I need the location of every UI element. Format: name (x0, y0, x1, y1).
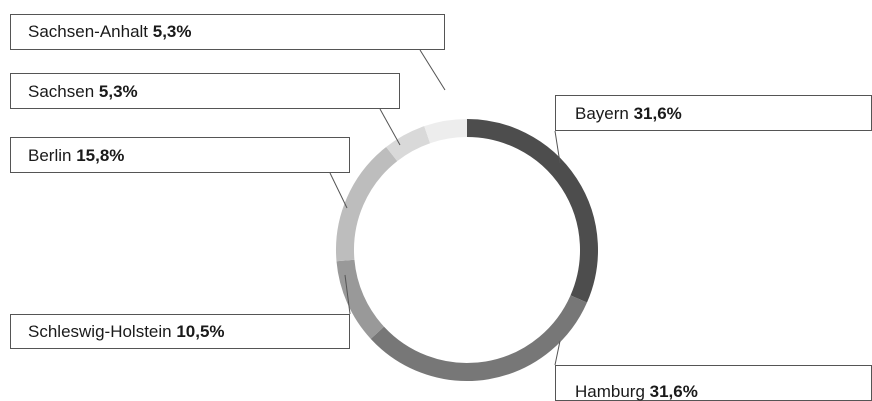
donut-slices (336, 119, 598, 381)
slice-label-berlin: Berlin 15,8% (28, 146, 124, 165)
slice-value-bayern: 31,6% (634, 104, 682, 123)
leader-line-bayern (554, 130, 561, 164)
slice-label-sachsen: Sachsen 5,3% (28, 82, 138, 101)
slice-value-sachsen-anhalt: 5,3% (153, 22, 192, 41)
leader-line-sachsen (379, 108, 401, 146)
leader-line-sachsen-anhalt (419, 49, 446, 91)
slice-bayern (466, 119, 598, 303)
slice-name-sachsen-anhalt: Sachsen-Anhalt (28, 22, 153, 41)
slice-value-schleswig-holstein: 10,5% (176, 322, 224, 341)
slice-name-hamburg: Hamburg (575, 382, 650, 401)
slice-name-schleswig-holstein: Schleswig-Holstein (28, 322, 176, 341)
slice-label-bayern: Bayern 31,6% (575, 104, 682, 123)
slice-sachsen (386, 126, 431, 162)
leader-line-berlin (329, 172, 348, 209)
slice-value-hamburg: 31,6% (650, 382, 698, 401)
slice-sachsen-anhalt (424, 119, 468, 144)
slice-hamburg (370, 295, 587, 381)
callout-box-berlin (10, 137, 350, 173)
slice-name-berlin: Berlin (28, 146, 76, 165)
callout-box-sachsen-anhalt (10, 14, 445, 50)
slice-schleswig-holstein (336, 259, 385, 339)
callout-box-sachsen (10, 73, 400, 109)
leader-line-schleswig-holstein (344, 274, 351, 315)
slice-value-berlin: 15,8% (76, 146, 124, 165)
leader-line-hamburg (554, 340, 561, 366)
slice-value-sachsen: 5,3% (99, 82, 138, 101)
slice-label-hamburg: Hamburg 31,6% (575, 382, 698, 401)
slice-label-sachsen-anhalt: Sachsen-Anhalt 5,3% (28, 22, 192, 41)
slice-name-sachsen: Sachsen (28, 82, 99, 101)
slice-berlin (336, 146, 398, 262)
callouts: Bayern 31,6%Hamburg 31,6%Schleswig-Holst… (10, 14, 872, 401)
callout-box-schleswig-holstein (10, 314, 350, 349)
slice-label-schleswig-holstein: Schleswig-Holstein 10,5% (28, 322, 225, 341)
slice-name-bayern: Bayern (575, 104, 634, 123)
